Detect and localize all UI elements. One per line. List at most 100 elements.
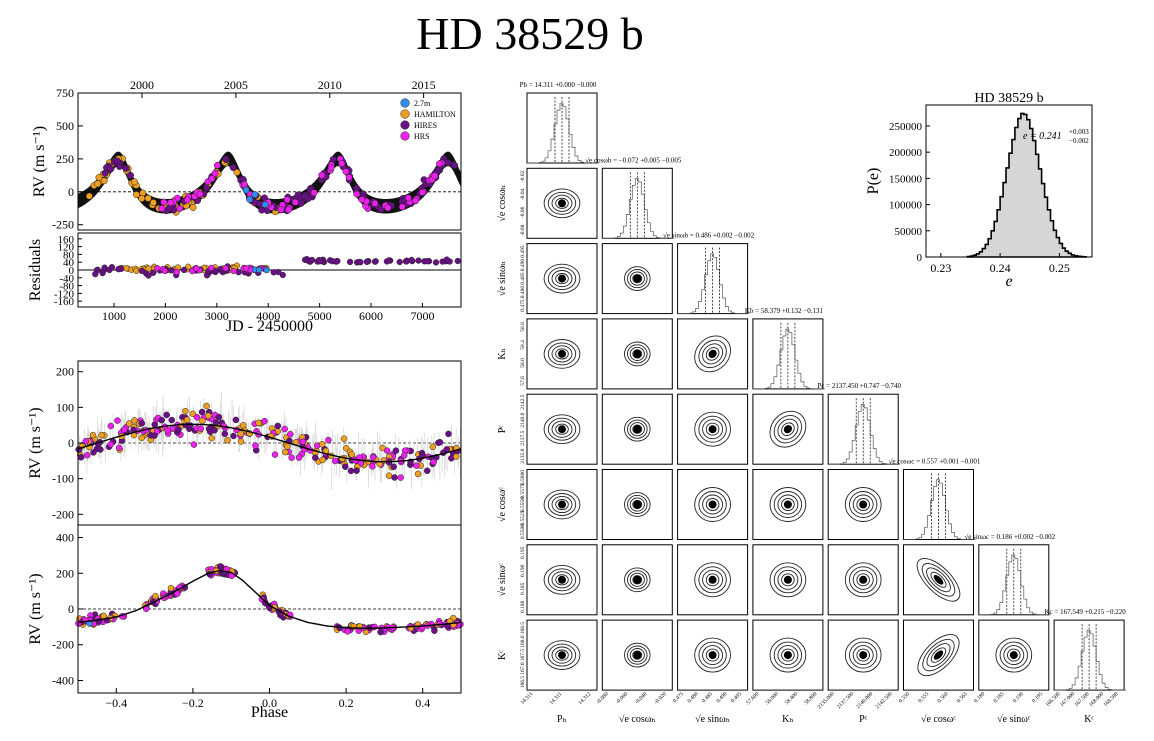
rv-point-hrs [398, 203, 406, 211]
corner-ytick-label: -0.04 [520, 188, 526, 200]
corner-xtick-label: 0.475 [672, 691, 685, 704]
corner-ytick-label: -0.08 [520, 224, 526, 236]
corner-contour [702, 645, 724, 666]
residuals-ytick-label: 120 [58, 242, 75, 254]
corner-ytick-label: 0.185 [520, 582, 526, 595]
phase-b-point-hires [436, 439, 444, 446]
corner-contour [999, 641, 1028, 669]
corner-contour [781, 573, 795, 587]
legend-label: 2.7m [414, 99, 431, 108]
rv-point-hrs [208, 175, 216, 183]
corner-contour-core [633, 274, 642, 283]
rv-point-hires [122, 164, 130, 172]
phase-b-point-hrs [430, 458, 437, 466]
residual-point-hires [115, 266, 122, 273]
residuals-xtick-label: 7000 [410, 309, 434, 323]
corner-contour [624, 341, 651, 367]
residual-point-hires [138, 267, 146, 275]
rv-point-hrs [310, 189, 318, 197]
residual-point-hrs [173, 268, 180, 276]
residual-point-hires [432, 259, 440, 266]
phase-b-point-hamilton [189, 410, 197, 418]
residuals-xtick-label: 1000 [102, 309, 126, 323]
corner-contour [624, 416, 651, 442]
corner-xtick-label: -0.020 [653, 691, 667, 705]
phase-b-point-hamilton [385, 472, 393, 479]
phase-b-point-hires [215, 413, 223, 421]
corner-contour [551, 270, 573, 288]
phase-c-xtick-label: −0.4 [105, 696, 127, 710]
phase-c-panel: 400 200 0 -200 -400 −0.4 −0.2 0.0 0.2 0.4 Phase RV … [27, 524, 464, 721]
corner-contour [781, 422, 795, 436]
corner-contour [781, 498, 795, 511]
phase-b-point-hamilton [138, 434, 145, 442]
phase-b-point-hrs [190, 441, 198, 448]
corner-contour [627, 269, 648, 289]
corner-contour [995, 637, 1033, 673]
corner-xtick-label: 2140.000 [855, 691, 874, 710]
corner-contour [555, 498, 569, 511]
residual-point-hires [217, 265, 224, 273]
corner-contour [922, 638, 955, 672]
rv-point-2.7m [246, 195, 254, 203]
corner-plot: Pb = 14.311 +0.000 −0.000 √e cosωb = −0.0… [497, 81, 1126, 725]
corner-contour [555, 273, 569, 285]
phase-b-point-hires [151, 432, 158, 439]
rv-point-hrs [283, 196, 291, 204]
corner-contour [769, 410, 807, 448]
phase-b-point-hires [77, 454, 85, 461]
residuals-ytick-label: -160 [54, 296, 75, 308]
rv-point-hires [116, 163, 123, 170]
phase-b-point-hrs [271, 451, 279, 458]
corner-contour-core [859, 651, 868, 660]
phase-b-point-hamilton [318, 441, 326, 448]
corner-contour [777, 569, 799, 590]
phase-b-point-hamilton [182, 407, 189, 415]
phase-c-xtick-label: −0.2 [182, 696, 204, 710]
corner-xtick-label: 0.490 [716, 691, 729, 704]
legend-marker-hires [400, 120, 410, 130]
corner-xtick-label: 168.000 [1088, 691, 1105, 708]
corner-ytick-label: 168.0 [520, 635, 526, 648]
phase-b-point-hamilton [237, 430, 244, 437]
rv-point-hires [101, 169, 109, 177]
phase-b-point-hamilton [429, 443, 437, 451]
rv-point-hires [127, 171, 134, 179]
phase-b-point-hrs [287, 430, 294, 438]
ecc-ytick-label: 200000 [889, 147, 923, 159]
corner-ytick-label: 2142.5 [520, 394, 526, 409]
rv-point-hires [444, 159, 452, 167]
corner-xtick-label: 0.555 [917, 691, 930, 704]
phase-c-ytick-label: 200 [56, 566, 74, 580]
rv-point-hires [297, 199, 305, 207]
rv-point-hires [353, 184, 361, 192]
phase-c-ytick-label: -200 [52, 638, 74, 652]
residuals-ytick-label: -120 [54, 288, 75, 300]
corner-xtick-label: -0.080 [595, 691, 609, 705]
corner-contour [551, 420, 573, 438]
corner-contour [698, 491, 727, 518]
rv-point-hrs [371, 199, 379, 207]
corner-ytick-label: 0.195 [520, 546, 526, 559]
rv-point-hrs [353, 190, 361, 198]
rv-point-2.7m [261, 201, 269, 209]
corner-xlabel: √e sinωₕ [695, 714, 730, 725]
corner-contour [917, 634, 960, 677]
corner-ylabel: Pᶜ [497, 425, 508, 434]
corner-diag-title: Pb = 14.311 +0.000 −0.000 [520, 81, 597, 89]
rv-point-hrs [213, 161, 221, 169]
corner-xlabel: Pₕ [557, 714, 567, 725]
rv-point-hrs [196, 190, 204, 198]
residuals-ytick-label: 160 [58, 234, 75, 246]
corner-contour [543, 640, 581, 670]
corner-contour [698, 641, 727, 669]
rv-point-2.7m [251, 191, 259, 199]
corner-xtick-label: 57.600 [745, 691, 760, 706]
corner-contour [629, 497, 645, 512]
corner-contour [694, 487, 731, 522]
residual-point-hires [424, 258, 431, 265]
corner-contour [844, 562, 882, 598]
rv-point-hrs [277, 206, 285, 213]
corner-contour [694, 335, 731, 373]
legend-marker-hamilton [400, 109, 410, 119]
